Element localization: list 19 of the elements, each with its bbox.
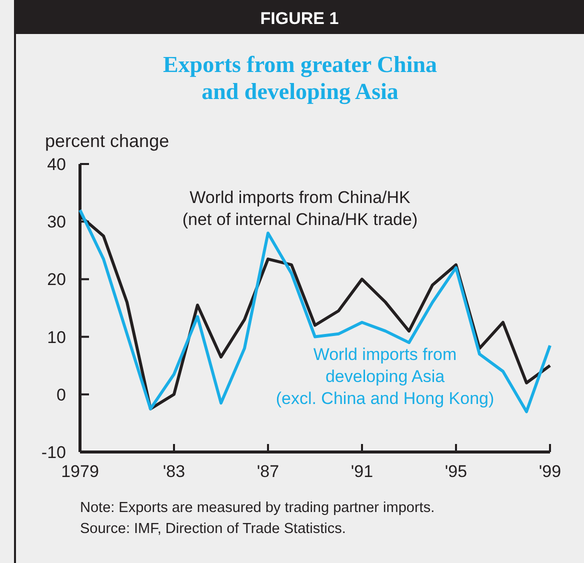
- x-tick-label: 1979: [61, 462, 99, 481]
- chart-title: FIGURE 1: [260, 9, 339, 28]
- source-note: Source: IMF, Direction of Trade Statistics.: [80, 521, 346, 537]
- x-tick-label: '83: [162, 462, 186, 481]
- x-tick-label: '91: [350, 462, 374, 481]
- y-tick-label: 30: [47, 212, 66, 232]
- text: World imports from China/HK (net of internal China/HK trade): [182, 188, 418, 229]
- x-tick-label: '99: [538, 462, 562, 481]
- series-label: World imports from developing Asia (excl. China and Hong Kong): [276, 345, 494, 408]
- y-tick-label: 40: [47, 155, 66, 174]
- y-tick-label: -10: [41, 443, 66, 462]
- x-tick-label: '95: [444, 462, 468, 481]
- y-tick-label: 20: [47, 270, 66, 290]
- y-tick-label: 0: [56, 385, 66, 404]
- x-tick-label: '87: [256, 462, 280, 481]
- chart-subtitle: Exports from greater China and developing Asia: [162, 52, 438, 105]
- text: Note: Exports are measured by trading partner imports.: [80, 500, 435, 516]
- y-axis-title: percent change: [45, 131, 170, 151]
- y-tick-label: 10: [47, 328, 66, 347]
